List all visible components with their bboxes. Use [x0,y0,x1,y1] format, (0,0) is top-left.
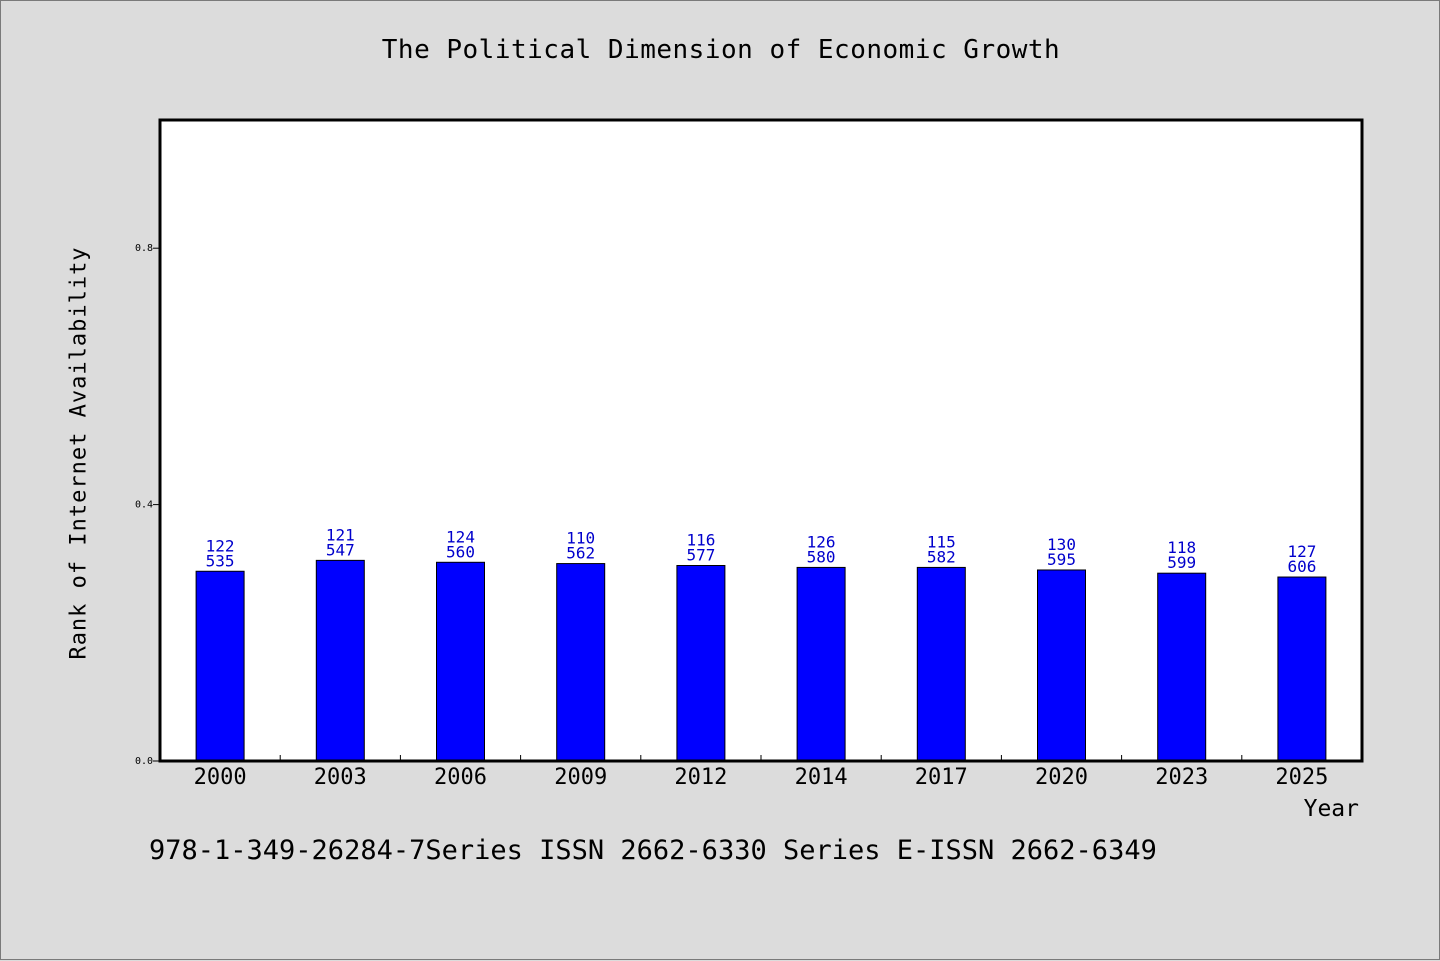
x-axis-label: Year [1303,796,1359,822]
data-label-bottom: 535 [206,551,235,570]
y-tick-label: 0.8 [135,243,153,254]
x-tick-label: 2014 [795,765,848,790]
x-tick-label: 2009 [554,765,607,790]
x-tick-label: 2012 [674,765,727,790]
data-label-bottom: 599 [1167,553,1196,572]
x-tick-label: 2023 [1155,765,1208,790]
bar [676,564,726,762]
data-label-top: 126 [807,532,836,551]
data-label-top: 127 [1287,542,1316,561]
data-label-bottom: 580 [807,547,836,566]
data-label-bottom: 547 [326,540,355,559]
data-label-bottom: 560 [446,542,475,561]
data-label-top: 116 [686,530,715,549]
bar [556,563,606,762]
data-label-top: 110 [566,529,595,548]
data-label-top: 122 [206,536,235,555]
data-label-top: 124 [446,527,475,546]
y-tick-label: 0.0 [135,756,153,767]
bar [1037,569,1086,762]
data-label-bottom: 577 [686,545,715,564]
bar [1157,572,1207,762]
x-tick-label: 2006 [434,765,487,790]
data-label-top: 115 [927,532,956,551]
data-label-bottom: 582 [927,547,956,566]
plot-frame [158,118,1364,763]
data-label-bottom: 595 [1047,550,1076,569]
x-tick-label: 2020 [1035,765,1088,790]
bar [315,559,365,762]
data-label-bottom: 606 [1287,557,1316,576]
y-axis-label: Rank of Internet Availability [66,246,92,660]
footer-isbn-issn: 978-1-349-26284-7Series ISSN 2662-6330 S… [149,835,1157,866]
x-tick-label: 2017 [915,765,968,790]
data-label-top: 118 [1167,538,1196,557]
bar [1277,576,1327,762]
chart-title: The Political Dimension of Economic Grow… [381,35,1061,65]
data-label-top: 121 [326,525,355,544]
bar [195,570,245,762]
x-tick-label: 2025 [1275,765,1328,790]
bar [436,561,485,762]
x-tick-label: 2003 [314,765,367,790]
bar [796,566,846,762]
x-tick-label: 2000 [194,765,247,790]
data-label-bottom: 562 [566,544,595,563]
data-label-top: 130 [1047,535,1076,554]
bar [916,566,966,762]
y-tick-label: 0.4 [135,500,153,511]
